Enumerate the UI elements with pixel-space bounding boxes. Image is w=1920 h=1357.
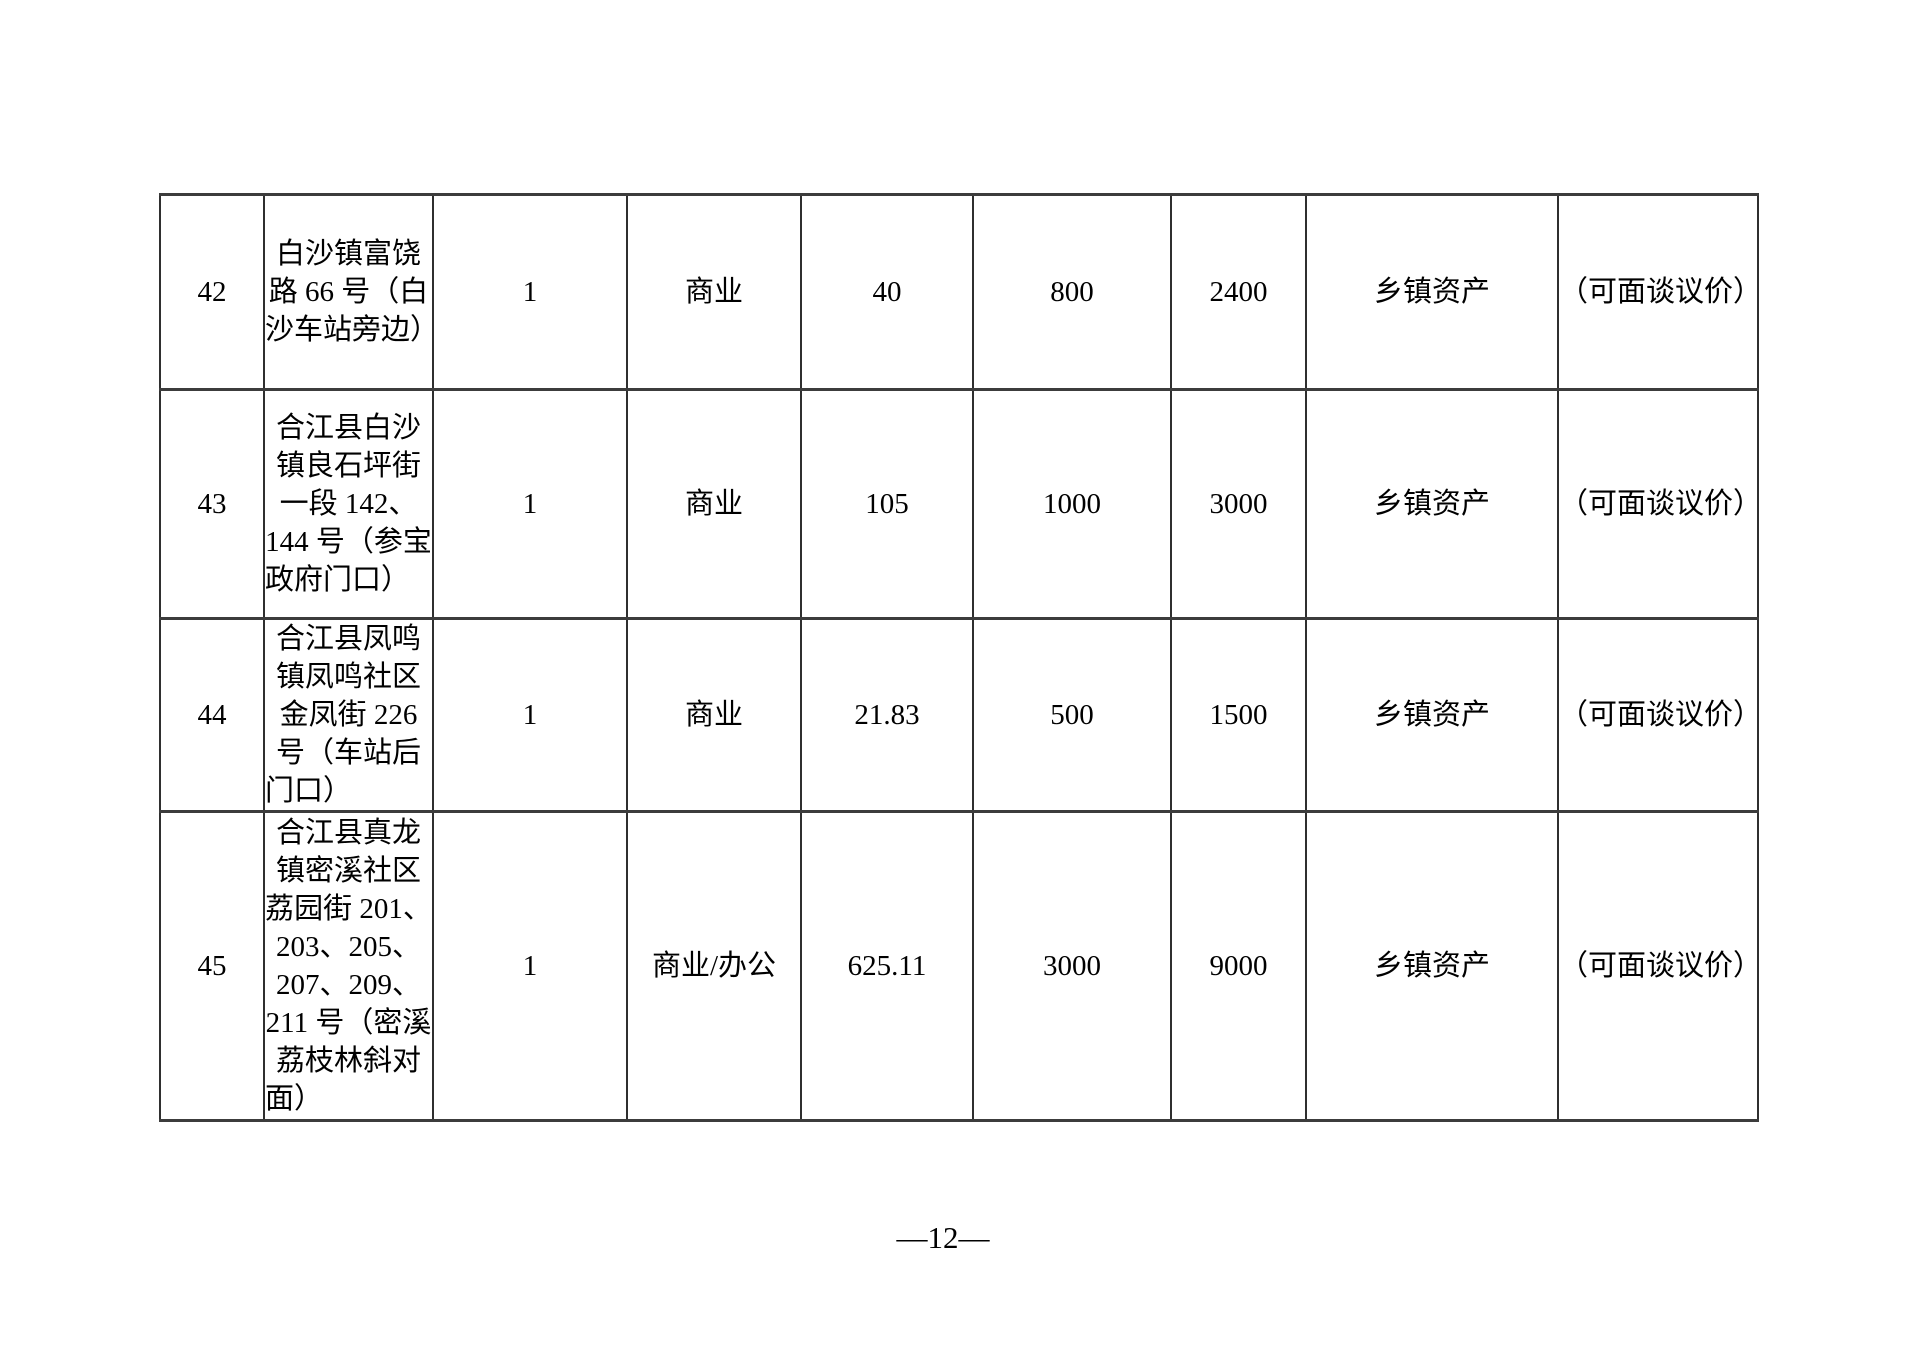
cell-monthly-rent: 1000: [972, 388, 1172, 620]
cell-address: 合江县白沙镇良石坪街一段 142、144 号（参宝政府门口）: [263, 388, 434, 620]
cell-area: 40: [800, 193, 974, 391]
cell-area: 21.83: [800, 617, 974, 813]
table-row: 43 合江县白沙镇良石坪街一段 142、144 号（参宝政府门口） 1 商业 1…: [159, 388, 1759, 620]
cell-monthly-rent: 500: [972, 617, 1172, 813]
cell-note: （可面谈议价）: [1557, 193, 1759, 391]
cell-type: 商业: [626, 388, 802, 620]
cell-type: 商业: [626, 193, 802, 391]
cell-area: 625.11: [800, 810, 974, 1122]
table-row: 44 合江县凤鸣镇凤鸣社区金凤街 226 号（车站后门口） 1 商业 21.83…: [159, 617, 1759, 813]
cell-asset-attribute: 乡镇资产: [1305, 617, 1559, 813]
table-row: 42 白沙镇富饶路 66 号（白沙车站旁边） 1 商业 40 800 2400 …: [159, 193, 1759, 391]
cell-seq: 42: [159, 193, 265, 391]
cell-asset-attribute: 乡镇资产: [1305, 810, 1559, 1122]
cell-monthly-rent: 800: [972, 193, 1172, 391]
cell-area: 105: [800, 388, 974, 620]
cell-quantity: 1: [432, 388, 628, 620]
cell-quantity: 1: [432, 617, 628, 813]
cell-address: 合江县真龙镇密溪社区荔园街 201、203、205、207、209、211 号（…: [263, 810, 434, 1122]
cell-asset-attribute: 乡镇资产: [1305, 193, 1559, 391]
cell-seq: 45: [159, 810, 265, 1122]
cell-asset-attribute: 乡镇资产: [1305, 388, 1559, 620]
cell-quantity: 1: [432, 810, 628, 1122]
cell-annual-rent: 2400: [1170, 193, 1307, 391]
cell-quantity: 1: [432, 193, 628, 391]
cell-address: 白沙镇富饶路 66 号（白沙车站旁边）: [263, 193, 434, 391]
cell-note: （可面谈议价）: [1557, 388, 1759, 620]
cell-note: （可面谈议价）: [1557, 810, 1759, 1122]
cell-address: 合江县凤鸣镇凤鸣社区金凤街 226 号（车站后门口）: [263, 617, 434, 813]
cell-seq: 43: [159, 388, 265, 620]
table-row: 45 合江县真龙镇密溪社区荔园街 201、203、205、207、209、211…: [159, 810, 1759, 1122]
cell-annual-rent: 9000: [1170, 810, 1307, 1122]
asset-table: 42 白沙镇富饶路 66 号（白沙车站旁边） 1 商业 40 800 2400 …: [159, 193, 1759, 1122]
cell-annual-rent: 1500: [1170, 617, 1307, 813]
page-number: —12—: [896, 1220, 990, 1255]
cell-type: 商业: [626, 617, 802, 813]
cell-annual-rent: 3000: [1170, 388, 1307, 620]
cell-seq: 44: [159, 617, 265, 813]
cell-type: 商业/办公: [626, 810, 802, 1122]
cell-monthly-rent: 3000: [972, 810, 1172, 1122]
cell-note: （可面谈议价）: [1557, 617, 1759, 813]
